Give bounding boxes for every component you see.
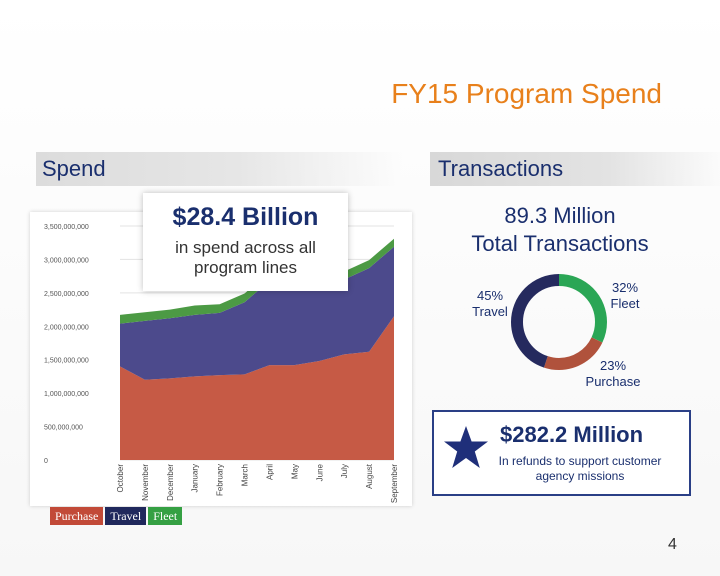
y-tick-label: 2,500,000,000	[44, 291, 89, 298]
section-transactions-header: Transactions	[430, 152, 720, 186]
fleet-percent: 32%	[611, 280, 639, 295]
legend-travel: Travel	[105, 507, 147, 525]
transactions-donut	[511, 274, 607, 370]
page-number: 4	[668, 536, 677, 553]
y-tick-label: 0	[44, 458, 48, 465]
donut-label-travel: 45% Travel	[465, 288, 515, 320]
chart-legend: Purchase Travel Fleet	[50, 507, 183, 525]
donut-segment-purchase	[511, 274, 607, 370]
purchase-name: Purchase	[585, 374, 641, 389]
purchase-percent: 23%	[599, 358, 627, 373]
donut-segment-travel	[511, 274, 607, 370]
refund-callout: $282.2 Million In refunds to support cus…	[432, 410, 691, 496]
y-tick-label: 500,000,000	[44, 425, 83, 432]
x-tick-label: October	[116, 464, 125, 493]
y-tick-label: 3,500,000,000	[44, 224, 89, 231]
area-series-fleet	[120, 238, 394, 324]
x-tick-label: June	[315, 463, 324, 481]
x-tick-label: December	[166, 464, 175, 501]
travel-name: Travel	[472, 304, 508, 319]
x-tick-label: November	[141, 464, 150, 501]
area-series-purchase	[120, 316, 394, 460]
transactions-caption: Total Transactions	[471, 231, 649, 256]
y-tick-label: 3,000,000,000	[44, 257, 89, 264]
x-tick-label: May	[290, 464, 299, 479]
travel-percent: 45%	[476, 288, 504, 303]
x-tick-label: July	[340, 464, 349, 478]
section-spend-header: Spend	[36, 152, 402, 186]
spend-callout: $28.4 Billion in spend across all progra…	[143, 193, 348, 291]
fleet-name: Fleet	[610, 296, 640, 311]
page-title: FY15 Program Spend	[391, 78, 662, 109]
transactions-count: 89.3 Million	[504, 203, 616, 228]
star-icon	[444, 426, 488, 468]
spend-amount: $28.4 Billion	[172, 203, 319, 231]
refund-caption: In refunds to support customer agency mi…	[498, 454, 662, 483]
transactions-callout: 89.3 Million Total Transactions	[430, 202, 690, 258]
x-tick-label: August	[365, 463, 374, 489]
spend-caption: in spend across all program lines	[175, 238, 316, 277]
area-series-travel	[120, 246, 394, 380]
legend-purchase: Purchase	[50, 507, 104, 525]
x-tick-label: March	[241, 464, 250, 486]
legend-fleet: Fleet	[148, 507, 183, 525]
x-tick-label: February	[216, 464, 225, 496]
donut-label-purchase: 23% Purchase	[578, 358, 648, 390]
y-tick-label: 2,000,000,000	[44, 324, 89, 331]
y-tick-label: 1,500,000,000	[44, 358, 89, 365]
donut-label-fleet: 32% Fleet	[600, 280, 650, 312]
y-tick-label: 1,000,000,000	[44, 391, 89, 398]
x-tick-label: January	[191, 464, 200, 492]
refund-amount: $282.2 Million	[500, 422, 644, 447]
x-tick-label: April	[265, 464, 274, 480]
x-tick-label: September	[390, 464, 399, 503]
